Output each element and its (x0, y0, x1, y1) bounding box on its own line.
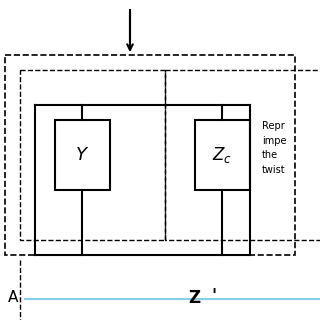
Bar (165, 70, 320, 240)
Text: Repr
impe
the
twist: Repr impe the twist (262, 121, 286, 175)
Text: ': ' (211, 287, 216, 305)
Bar (20, 70, 165, 240)
Bar (55, 120, 110, 190)
Bar (195, 120, 250, 190)
Text: $Y$: $Y$ (75, 146, 89, 164)
Bar (5, 55, 295, 255)
Text: A: A (8, 291, 18, 306)
Text: $Z_c$: $Z_c$ (212, 145, 232, 165)
Text: $\mathbf{Z}$: $\mathbf{Z}$ (188, 289, 202, 307)
